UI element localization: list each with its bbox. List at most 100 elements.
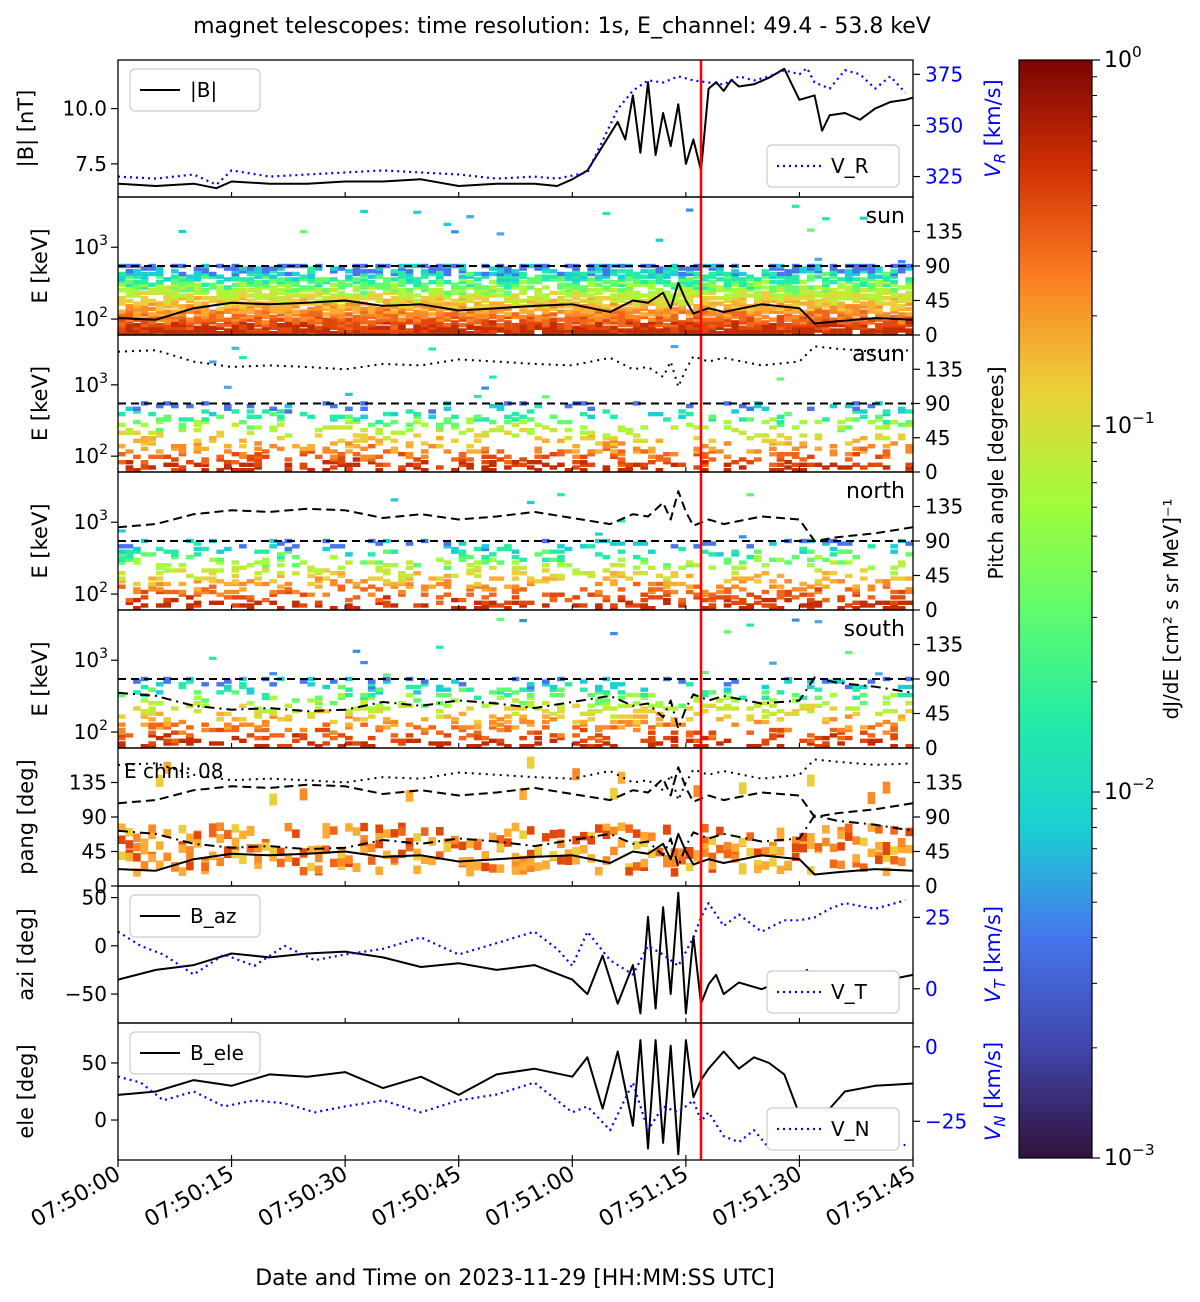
spectrogram-cell-south <box>557 706 565 711</box>
spectrogram-cell-sun <box>890 269 898 274</box>
spectrogram-cell-asun <box>579 436 588 441</box>
spectrogram-cell-sun <box>769 306 777 312</box>
spectrogram-cell-sun <box>701 282 709 287</box>
spectrogram-cell-sun <box>337 285 346 290</box>
spectrogram-cell-sun <box>701 296 709 301</box>
spectrogram-cell-south <box>246 733 255 738</box>
spectrogram-cell-sun <box>905 322 913 328</box>
spectrogram-cell-sun <box>526 320 535 325</box>
spectrogram-cell-north <box>807 603 815 608</box>
spectrogram-cell-sun <box>239 331 247 335</box>
spectrogram-cell-sun <box>511 269 520 274</box>
spectrogram-cell-sun <box>208 298 217 304</box>
spectrogram-cell-sun <box>534 320 542 325</box>
spectrogram-cell-north <box>731 600 739 605</box>
spectrogram-cell-north <box>640 603 648 608</box>
spectrogram-cell-south <box>239 682 247 687</box>
spectrogram-cell-sun <box>352 293 361 298</box>
spectrogram-cell-sun <box>731 296 739 301</box>
spectrogram-cell-north <box>473 581 482 587</box>
spectrogram-cell-sun <box>791 277 800 282</box>
spectrogram-cell-asun <box>155 403 164 409</box>
spectrogram-cell-north <box>284 546 293 552</box>
pang-cell <box>799 844 807 853</box>
spectrogram-cell-asun <box>799 457 807 462</box>
spectrogram-cell-sun <box>875 309 883 314</box>
spectrogram-cell-asun <box>352 438 361 443</box>
spectrogram-cell-asun <box>284 468 293 472</box>
spectrogram-cell-sun <box>731 320 739 325</box>
pang-cell <box>701 836 709 846</box>
spectrogram-cell-south <box>420 717 429 722</box>
spectrogram-cell-sun <box>458 298 467 304</box>
spectrogram-cell-asun <box>330 414 338 419</box>
spectrogram-cell-sun <box>678 298 686 304</box>
pang-cell <box>837 842 845 851</box>
spectrogram-cell-south <box>413 684 421 690</box>
spectrogram-cell-asun <box>330 454 338 459</box>
spectrogram-cell-asun <box>799 441 807 446</box>
spectrogram-cell-asun <box>746 417 754 422</box>
spectrogram-cell-north <box>602 568 611 573</box>
spectrogram-cell-sun <box>284 325 293 330</box>
spectrogram-cell-asun <box>360 401 368 406</box>
spectrogram-cell-asun <box>186 460 194 465</box>
spectrogram-cell-asun <box>216 468 224 472</box>
spectrogram-cell-high-asun <box>428 347 436 351</box>
spectrogram-cell-north <box>837 606 845 610</box>
spectrogram-cell-sun <box>504 304 512 309</box>
spectrogram-cell-asun <box>375 454 383 459</box>
spectrogram-cell-asun <box>337 457 346 462</box>
spectrogram-cell-asun <box>489 462 497 467</box>
spectrogram-cell-sun <box>231 309 240 314</box>
pang-cell <box>428 856 436 866</box>
spectrogram-cell-north <box>655 573 664 579</box>
pang-cell <box>572 856 580 865</box>
spectrogram-cell-north <box>284 589 293 595</box>
pang-cell <box>443 838 452 847</box>
spectrogram-cell-asun <box>360 438 368 443</box>
spectrogram-cell-sun <box>284 293 293 298</box>
spectrogram-cell-north <box>216 557 224 562</box>
spectrogram-cell-asun <box>231 422 240 427</box>
pang-cell <box>443 842 452 852</box>
spectrogram-cell-sun <box>155 309 164 314</box>
spectrogram-cell-sun <box>201 269 209 274</box>
spectrogram-cell-high-sun <box>443 222 452 226</box>
spectrogram-cell-sun <box>246 304 255 309</box>
spectrogram-cell-sun <box>481 271 489 277</box>
spectrogram-cell-asun <box>814 446 823 451</box>
spectrogram-cell-south <box>526 719 535 725</box>
spectrogram-cell-sun <box>602 285 611 290</box>
spectrogram-cell-north <box>882 579 891 584</box>
spectrogram-cell-south <box>277 733 285 738</box>
spectrogram-cell-north <box>784 560 792 565</box>
spectrogram-cell-south <box>610 725 618 730</box>
spectrogram-cell-asun <box>224 460 232 465</box>
spectrogram-cell-sun <box>420 269 429 274</box>
spectrogram-cell-north <box>489 552 497 557</box>
spectrogram-cell-north <box>322 592 330 597</box>
spectrogram-cell-sun <box>852 298 860 304</box>
spectrogram-cell-south <box>595 690 603 695</box>
spectrogram-cell-north <box>738 560 747 565</box>
right-y-tick-label-sun: 45 <box>925 289 950 313</box>
spectrogram-cell-south <box>542 719 550 725</box>
spectrogram-cell-sun <box>852 271 860 277</box>
spectrogram-cell-high-asun <box>776 377 785 381</box>
spectrogram-cell-sun <box>314 293 323 298</box>
spectrogram-cell-south <box>473 744 482 748</box>
spectrogram-cell-asun <box>897 436 906 441</box>
spectrogram-cell-north <box>246 563 255 568</box>
spectrogram-cell-high-south <box>436 645 444 649</box>
spectrogram-cell-sun <box>186 304 194 309</box>
spectrogram-cell-sun <box>307 277 315 282</box>
spectrogram-cell-sun <box>140 304 149 309</box>
spectrogram-cell-south <box>595 725 603 730</box>
spectrogram-cell-sun <box>814 269 823 274</box>
spectrogram-cell-asun <box>693 436 701 441</box>
spectrogram-cell-sun <box>769 290 777 295</box>
spectrogram-cell-sun <box>322 322 330 328</box>
spectrogram-cell-north <box>572 568 580 573</box>
spectrogram-cell-sun <box>701 290 709 295</box>
